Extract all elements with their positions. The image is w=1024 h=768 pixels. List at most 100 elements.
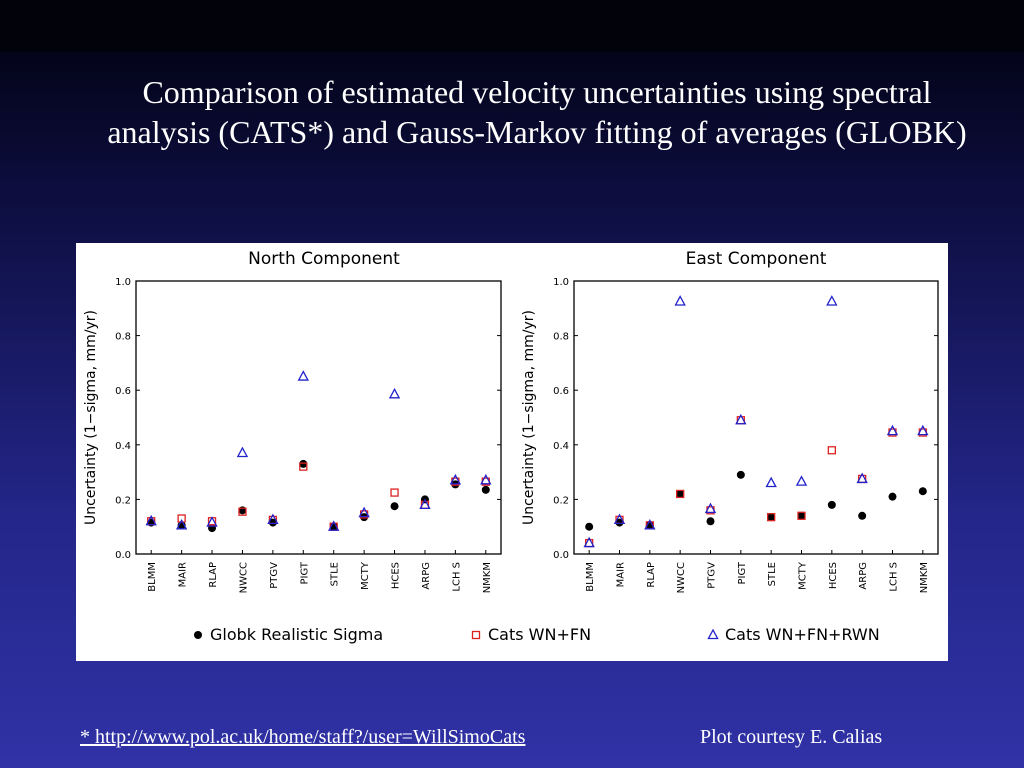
- chart-panel-north: North Component 0.0 0.2 0.4 0.6 0.8 1.0 Uncerta…: [83, 249, 502, 593]
- legend-item-label: Cats WN+FN+RWN: [725, 625, 880, 644]
- data-point: [206, 516, 218, 527]
- y-axis-label: Uncertainty (1−sigma, mm/yr): [521, 310, 537, 525]
- data-point: [704, 502, 717, 514]
- x-tick-label: PTGV: [707, 562, 718, 589]
- data-point: [613, 513, 626, 525]
- plot-frame: [573, 280, 939, 555]
- data-point: [827, 446, 836, 455]
- y-tick-label: 0.4: [115, 441, 131, 452]
- x-tick-label: STLE: [767, 562, 778, 586]
- x-tick-label: RLAP: [646, 562, 657, 588]
- data-point: [481, 485, 490, 494]
- series-globk: [147, 459, 490, 533]
- legend: Globk Realistic Sigma Cats WN+FN Cats WN+F…: [194, 625, 880, 644]
- y-tick-label: 0.6: [115, 386, 131, 397]
- y-tick-label: 0.6: [553, 386, 569, 397]
- y-tick-label: 0.8: [115, 332, 131, 343]
- legend-marker: [471, 630, 481, 640]
- data-point: [795, 475, 808, 486]
- data-point: [797, 511, 806, 520]
- x-tick-label: ARPG: [858, 562, 869, 590]
- data-point: [585, 522, 594, 531]
- data-point: [583, 536, 595, 548]
- data-point: [676, 489, 685, 498]
- top-band: [0, 0, 1024, 52]
- chart-figure: North Component 0.0 0.2 0.4 0.6 0.8 1.0 Uncerta…: [83, 249, 939, 644]
- x-tick-label: MAIR: [178, 562, 189, 587]
- x-tick-label: MAIR: [616, 562, 627, 587]
- y-axis-label: Uncertainty (1−sigma, mm/yr): [83, 310, 99, 525]
- chart-title: East Component: [686, 249, 827, 269]
- x-tick-label: MCTY: [360, 561, 371, 590]
- x-tick-label: NMKM: [919, 562, 930, 593]
- data-point: [676, 489, 685, 499]
- data-point: [299, 462, 308, 471]
- data-point: [674, 295, 686, 306]
- legend-marker: [194, 631, 202, 639]
- legend-marker: [707, 628, 719, 640]
- data-point: [238, 506, 247, 515]
- x-tick-label: LCH S: [889, 562, 900, 592]
- data-point: [918, 487, 927, 496]
- y-tick-label: 0.4: [553, 441, 569, 452]
- data-point: [858, 511, 867, 520]
- series-cats-wn-fn-rwn: [583, 295, 929, 548]
- data-point: [888, 492, 897, 501]
- x-tick-label: BLMM: [585, 562, 596, 592]
- data-point: [827, 500, 836, 509]
- data-point: [765, 476, 777, 488]
- data-point: [736, 470, 745, 479]
- data-point: [297, 370, 309, 381]
- y-tick-label: 0.0: [553, 550, 569, 561]
- x-tick-label: NWCC: [238, 562, 249, 593]
- y-tick-label: 0.2: [553, 495, 569, 506]
- data-point: [267, 513, 279, 525]
- data-point: [175, 518, 188, 530]
- x-tick-label: HCES: [391, 562, 402, 589]
- y-tick-label: 0.0: [115, 550, 131, 561]
- data-point: [615, 518, 624, 527]
- cats-reference-link[interactable]: * http://www.pol.ac.uk/home/staff?/user=…: [80, 726, 526, 748]
- x-tick-label: STLE: [330, 562, 341, 586]
- x-tick-label: BLMM: [147, 562, 158, 592]
- data-point: [177, 514, 186, 523]
- x-tick-label: PTGV: [269, 562, 280, 589]
- x-tick-label: NMKM: [482, 562, 493, 593]
- x-tick-label: NWCC: [676, 562, 687, 593]
- series-cats-wn-fn: [585, 416, 927, 548]
- series-globk: [585, 470, 927, 531]
- y-tick-label: 1.0: [553, 277, 569, 288]
- x-tick-label: PIGT: [737, 561, 748, 584]
- legend-item-label: Cats WN+FN: [488, 625, 591, 644]
- chart-panel-east: East Component 0.0 0.2 0.4 0.6 0.8 1.0 Uncertai…: [521, 249, 939, 593]
- data-point: [268, 518, 277, 527]
- data-point: [299, 459, 308, 468]
- series-cats-wn-fn-rwn: [145, 370, 492, 531]
- x-tick-label: HCES: [828, 562, 839, 589]
- data-point: [735, 413, 747, 425]
- data-point: [145, 514, 157, 526]
- data-point: [236, 446, 249, 458]
- x-tick-label: LCH S: [451, 562, 462, 592]
- y-tick-label: 0.2: [115, 495, 131, 506]
- x-tick-label: PIGT: [299, 561, 310, 584]
- data-point: [767, 512, 776, 522]
- data-point: [238, 507, 247, 516]
- figure-panel: North Component 0.0 0.2 0.4 0.6 0.8 1.0 Uncerta…: [76, 243, 948, 661]
- slide-title: Comparison of estimated velocity uncerta…: [107, 74, 967, 150]
- data-point: [917, 424, 929, 436]
- data-point: [706, 517, 715, 526]
- x-tick-label: RLAP: [208, 562, 219, 588]
- data-point: [388, 387, 401, 399]
- data-point: [390, 502, 399, 511]
- data-point: [797, 511, 806, 520]
- data-point: [767, 513, 776, 522]
- data-point: [480, 473, 492, 485]
- y-tick-label: 0.8: [553, 332, 569, 343]
- data-point: [328, 520, 340, 531]
- plot-frame: [135, 280, 502, 555]
- data-point: [449, 473, 462, 485]
- data-point: [644, 518, 656, 530]
- data-point: [419, 498, 431, 510]
- series-cats-wn-fn: [147, 462, 490, 531]
